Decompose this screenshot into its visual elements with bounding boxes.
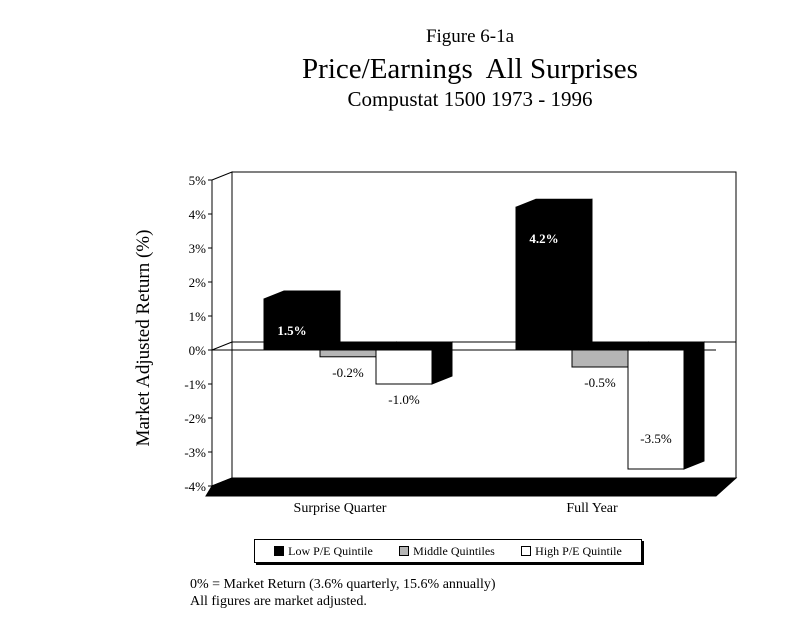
bar-side — [683, 341, 705, 470]
y-tick-label: -2% — [184, 411, 206, 426]
legend-swatch-high-pe — [521, 546, 532, 556]
y-tick-label: 0% — [189, 343, 207, 358]
legend-item-middle: Middle Quintiles — [399, 544, 495, 559]
legend-item-high-pe: High P/E Quintile — [521, 544, 622, 559]
zero-line-side — [211, 341, 233, 351]
footnote: 0% = Market Return (3.6% quarterly, 15.6… — [190, 576, 496, 610]
y-tick-label: -1% — [184, 377, 206, 392]
data-label: 4.2% — [529, 231, 558, 246]
y-tick-label: 5% — [189, 173, 207, 188]
category-label: Surprise Quarter — [294, 501, 387, 516]
bar — [319, 349, 377, 358]
y-tick-label: -3% — [184, 445, 206, 460]
category-label: Full Year — [566, 501, 618, 516]
data-label: -3.5% — [640, 431, 672, 446]
legend: Low P/E Quintile Middle Quintiles High P… — [254, 539, 642, 563]
chart-floor — [205, 477, 738, 497]
chart-subtitle: Compustat 1500 1973 - 1996 — [347, 87, 593, 111]
legend-swatch-middle — [399, 546, 410, 556]
data-label: 1.5% — [277, 323, 306, 338]
chart-title: Price/Earnings All Surprises — [302, 53, 638, 85]
data-label: -0.5% — [584, 375, 616, 390]
y-tick-label: -4% — [184, 479, 206, 494]
figure-label: Figure 6-1a — [425, 26, 515, 47]
y-tick-label: 2% — [189, 275, 207, 290]
bar — [571, 349, 629, 368]
footnote-line-2: All figures are market adjusted. — [190, 594, 367, 609]
side-wall — [211, 171, 233, 487]
bar — [375, 349, 433, 385]
title-block: Figure 6-1a Price/Earnings All Surprises… — [220, 26, 720, 111]
bar-side — [571, 198, 593, 351]
y-tick-label: 1% — [189, 309, 207, 324]
y-tick-label: 4% — [189, 207, 207, 222]
bar — [263, 298, 321, 351]
bar-side — [319, 290, 341, 351]
legend-swatch-low-pe — [274, 546, 285, 556]
data-label: -0.2% — [332, 365, 364, 380]
y-tick-label: 3% — [189, 241, 207, 256]
legend-label-low-pe: Low P/E Quintile — [288, 543, 373, 558]
bar — [515, 206, 573, 351]
legend-label-high-pe: High P/E Quintile — [535, 543, 622, 558]
legend-label-middle: Middle Quintiles — [413, 543, 495, 558]
legend-item-low-pe: Low P/E Quintile — [274, 544, 373, 559]
data-label: -1.0% — [388, 392, 420, 407]
bar — [627, 349, 685, 470]
footnote-line-1: 0% = Market Return (3.6% quarterly, 15.6… — [190, 577, 496, 592]
